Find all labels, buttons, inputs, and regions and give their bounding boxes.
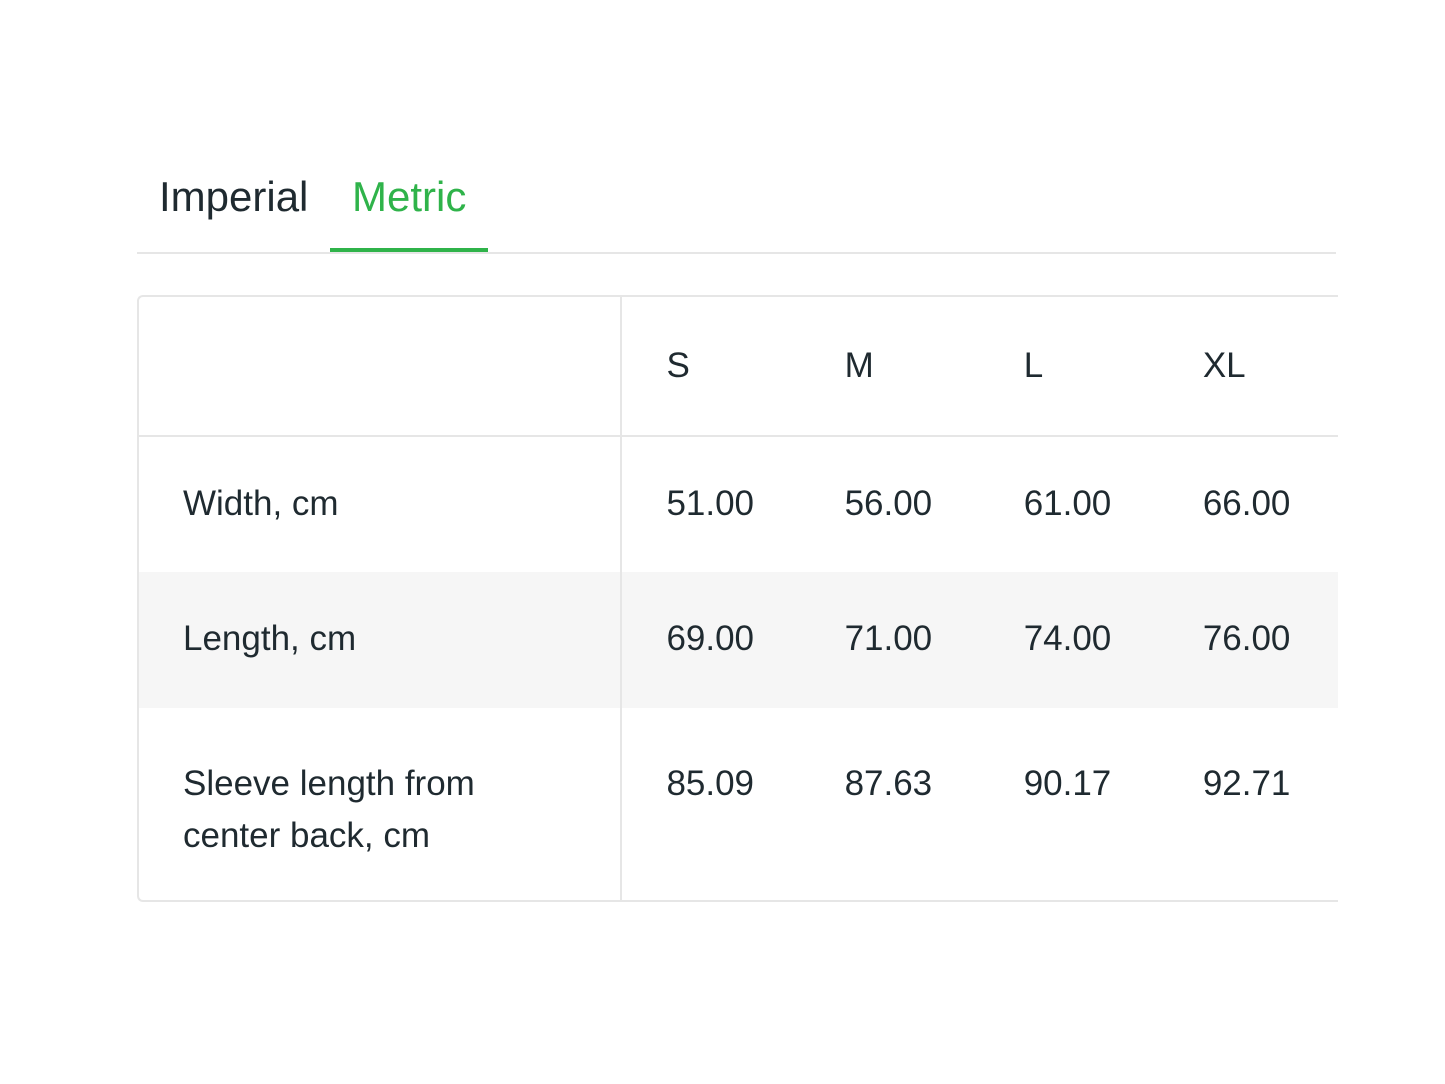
cell-value: 87.63: [844, 764, 933, 803]
row-label-text: Sleeve length from center back, cm: [183, 764, 475, 855]
row-label: Sleeve length from center back, cm: [139, 708, 623, 900]
header-size-l: L: [979, 297, 1159, 437]
row-label: Length, cm: [139, 572, 623, 708]
cell-value: 51.00: [666, 484, 755, 523]
cell-value: 66.00: [1202, 484, 1291, 523]
cell-value: 71.00: [800, 572, 980, 708]
cell-value: 92.71: [1202, 764, 1291, 803]
table-header-row: S M L XL: [139, 297, 1338, 437]
table-row: Length, cm 69.00 71.00 74.00 76.00: [139, 572, 1338, 708]
cell-value: 90.17: [1023, 764, 1112, 803]
cell-value: 56.00: [844, 484, 933, 523]
table-row: Width, cm 51.00 56.00 61.00 66.00: [139, 436, 1338, 572]
cell-value: 61.00: [1023, 484, 1112, 523]
cell-value: 74.00: [979, 572, 1159, 708]
tab-metric[interactable]: Metric: [330, 170, 489, 252]
row-label: Width, cm: [139, 436, 623, 572]
header-size-m: M: [800, 297, 980, 437]
cell-value: 85.09: [666, 764, 755, 803]
tab-imperial[interactable]: Imperial: [159, 173, 309, 220]
cell-value: 69.00: [621, 572, 801, 708]
table-row: Sleeve length from center back, cm 85.09…: [139, 708, 1338, 900]
header-empty-cell: [139, 297, 623, 437]
header-size-s: S: [621, 297, 801, 437]
unit-tabs: Imperial Metric: [137, 160, 1336, 254]
size-table: S M L XL Width, cm 51.00 56.00 61.00 66.…: [137, 295, 1338, 902]
header-size-xl: XL: [1158, 297, 1338, 437]
cell-value: 76.00: [1158, 572, 1338, 708]
